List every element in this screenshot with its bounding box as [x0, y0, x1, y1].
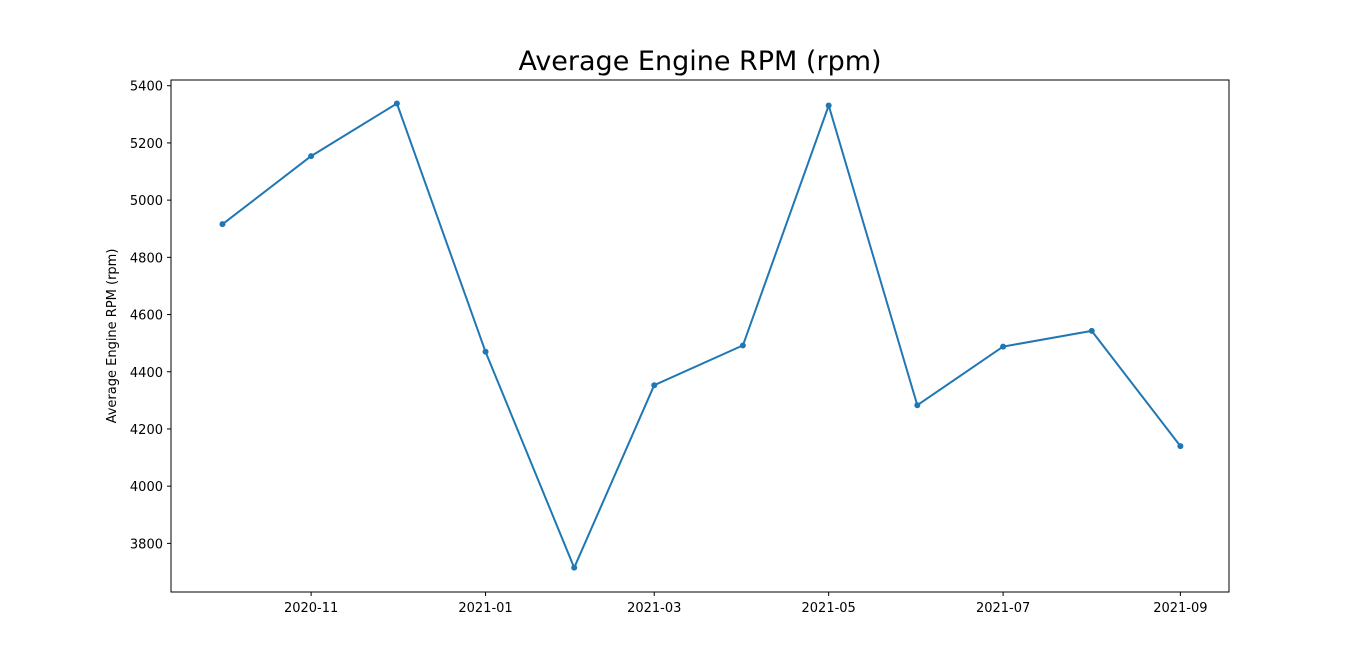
y-tick-label: 4200 [130, 423, 163, 438]
y-tick-label: 4800 [130, 251, 163, 266]
y-tick-label: 5200 [130, 137, 163, 152]
y-axis-label: Average Engine RPM (rpm) [105, 249, 120, 424]
x-tick-label: 2021-05 [802, 601, 856, 616]
data-point [308, 153, 315, 160]
data-point [393, 100, 400, 107]
data-point [1088, 327, 1095, 334]
x-tick-label: 2021-01 [458, 601, 512, 616]
chart-title: Average Engine RPM (rpm) [518, 46, 881, 77]
axes-frame [170, 79, 1230, 593]
data-point [739, 342, 746, 349]
series-line [221, 102, 1182, 569]
data-point [651, 382, 658, 389]
x-tick-label: 2021-07 [976, 601, 1030, 616]
data-point [482, 348, 489, 355]
data-point [914, 402, 921, 409]
plot-area: 3800 4000 4200 4400 4600 4800 5000 5200 5400 2020… [130, 80, 1208, 616]
y-tick-label: 3800 [130, 537, 163, 552]
x-tick-label: 2021-03 [627, 601, 681, 616]
y-tick-label: 5000 [130, 194, 163, 209]
data-point [571, 564, 578, 571]
y-tick-label: 4000 [130, 480, 163, 495]
y-tick-label: 4400 [130, 366, 163, 381]
x-tick-label: 2020-11 [284, 601, 338, 616]
data-point [825, 102, 832, 109]
y-tick-label: 4600 [130, 309, 163, 324]
data-point [1177, 443, 1184, 450]
data-point [1000, 343, 1007, 350]
data-point [219, 221, 226, 228]
y-tick-label: 5400 [130, 80, 163, 95]
x-tick-label: 2021-09 [1153, 601, 1207, 616]
